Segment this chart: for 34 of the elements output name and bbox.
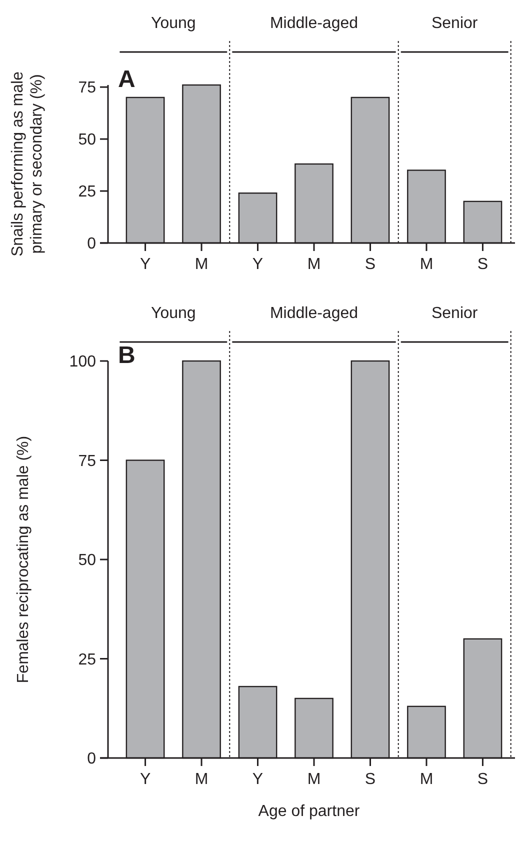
x-tick-label: M xyxy=(420,771,434,788)
x-tick-label: M xyxy=(194,256,208,273)
x-tick-label: S xyxy=(364,771,376,788)
y-tick-label: 0 xyxy=(87,750,96,768)
y-tick-label: 50 xyxy=(78,552,96,570)
y-tick-label: 75 xyxy=(78,452,96,470)
x-tick-label: Y xyxy=(252,256,264,273)
x-tick-label: M xyxy=(307,256,321,273)
y-tick-label: 50 xyxy=(78,132,96,149)
x-tick-label: M xyxy=(194,771,208,788)
y-tick-label: 25 xyxy=(78,184,96,201)
y-tick-label: 25 xyxy=(78,651,96,668)
x-tick-label: Y xyxy=(140,771,151,788)
text: Middle-aged xyxy=(270,15,358,32)
text: Young xyxy=(151,15,196,32)
x-tick-label: S xyxy=(364,256,376,273)
y-tick-label: 0 xyxy=(87,236,96,253)
y-axis-title: Snails performing as male primary or secondary (%) xyxy=(9,71,46,256)
x-tick-label: Y xyxy=(252,771,264,788)
chart-title: A xyxy=(118,66,136,93)
y-axis-title: Females reciprocating as male (%) xyxy=(15,436,32,684)
x-axis-title: Age of partner xyxy=(258,803,360,820)
x-tick-label: Y xyxy=(140,256,151,273)
text: Senior xyxy=(431,15,478,32)
x-tick-label: S xyxy=(477,771,488,788)
chart-title: B xyxy=(118,342,136,369)
text: Young xyxy=(151,305,196,322)
x-tick-label: M xyxy=(420,256,434,273)
y-tick-label: 100 xyxy=(69,354,96,371)
x-tick-label: M xyxy=(307,771,321,788)
y-tick-label: 75 xyxy=(78,80,96,97)
x-tick-label: S xyxy=(477,256,488,273)
text: Senior xyxy=(431,305,478,322)
text: Middle-aged xyxy=(270,305,358,322)
